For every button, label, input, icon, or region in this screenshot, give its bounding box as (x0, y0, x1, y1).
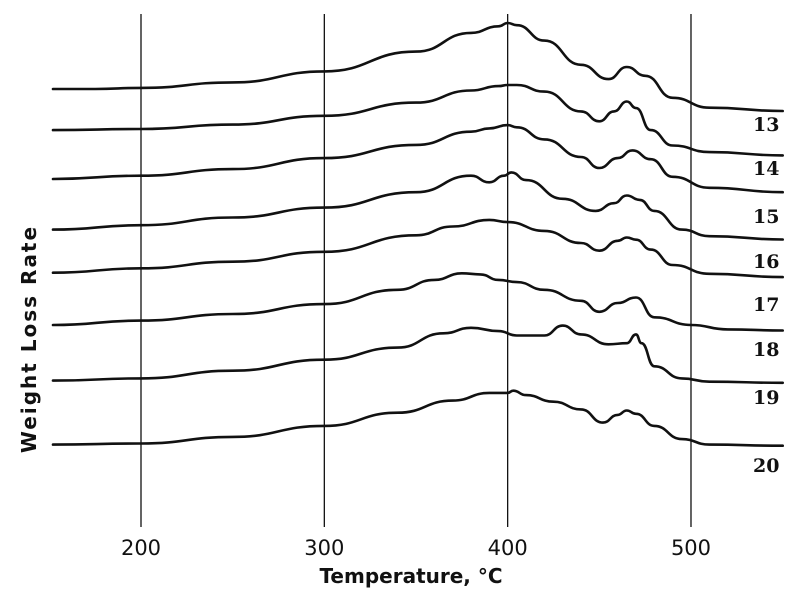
x-tick-label-300: 300 (304, 536, 344, 560)
curve-17 (51, 218, 784, 279)
curve-18 (51, 272, 784, 332)
curve-labels: 13 14 15 16 17 18 19 20 (753, 114, 779, 477)
y-axis-title: Weight Loss Rate (17, 225, 41, 453)
thermogram-curves (51, 21, 784, 447)
curve-label-20: 20 (753, 455, 779, 477)
curve-label-15: 15 (753, 206, 779, 228)
x-axis-title: Temperature, °C (319, 564, 502, 588)
curve-label-19: 19 (753, 387, 779, 409)
curve-label-13: 13 (753, 114, 779, 136)
curve-label-16: 16 (753, 251, 779, 273)
x-tick-label-500: 500 (671, 536, 711, 560)
x-tick-label-200: 200 (121, 536, 161, 560)
x-tick-labels: 200 300 400 500 (121, 536, 711, 560)
vertical-gridlines (140, 14, 692, 527)
curve-15 (51, 123, 784, 194)
curve-13 (51, 21, 784, 113)
curve-label-17: 17 (753, 294, 779, 316)
curve-19 (51, 324, 784, 385)
curve-label-18: 18 (753, 339, 779, 361)
x-tick-label-400: 400 (488, 536, 528, 560)
curve-label-14: 14 (753, 158, 779, 180)
curve-16 (51, 171, 784, 241)
curve-20 (51, 389, 784, 447)
curve-14 (51, 83, 784, 157)
